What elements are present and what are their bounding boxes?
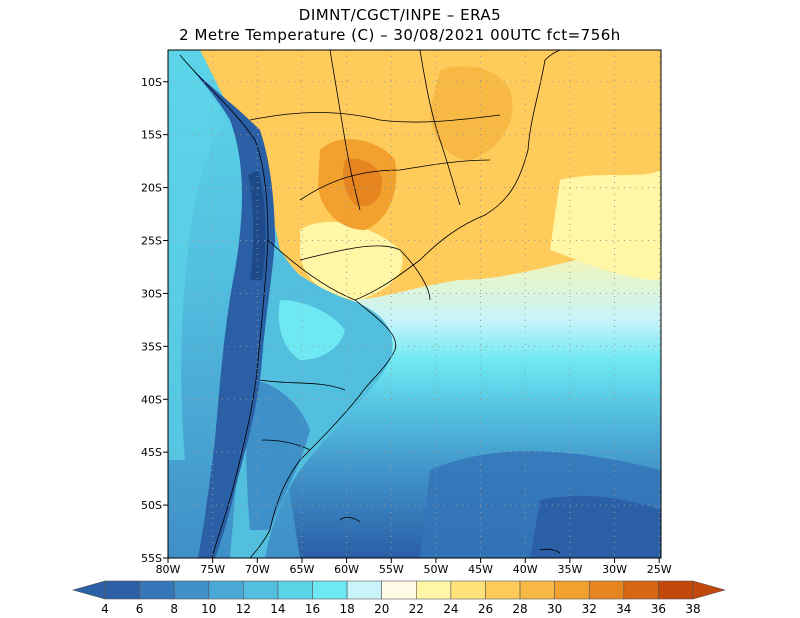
lon-label: 50W: [423, 563, 448, 576]
colorbar-segment: [588, 580, 625, 600]
colorbar-label: 12: [236, 602, 251, 616]
colorbar-segment: [623, 580, 659, 600]
pampas-mild: [278, 300, 345, 360]
colorbar-label: 28: [512, 602, 527, 616]
colorbar-label: 4: [101, 602, 109, 616]
colorbar-segment: [277, 580, 313, 600]
colorbar-segment: [243, 580, 279, 600]
lon-label: 35W: [557, 563, 582, 576]
hot-core-north: [430, 66, 513, 160]
lon-label: 45W: [468, 563, 493, 576]
coldest-south-atlantic: [530, 495, 661, 558]
map-field: [168, 50, 661, 558]
colorbar-segment: [450, 580, 486, 600]
colorbar-label: 24: [443, 602, 458, 616]
colorbar-arrow-right: [692, 580, 727, 600]
lon-label: 65W: [290, 563, 315, 576]
latitude-ticks: 10S 15S 20S 25S 30S 35S 40S 45S 50S 55S: [141, 76, 168, 565]
colorbar-segment: [485, 580, 521, 600]
lon-label: 70W: [245, 563, 270, 576]
colorbar-label: 16: [305, 602, 320, 616]
colorbar-label: 22: [409, 602, 424, 616]
longitude-ticks: 80W 75W 70W 65W 60W 55W 50W 45W 40W 35W 30W 25W: [156, 558, 672, 576]
lat-label: 55S: [141, 552, 162, 565]
lat-label: 20S: [141, 182, 162, 195]
lon-label: 80W: [156, 563, 181, 576]
coastlines: [179, 50, 561, 558]
lon-label: 25W: [647, 563, 672, 576]
colorbar-segment: [312, 580, 348, 600]
colorbar-label: 10: [201, 602, 216, 616]
colorbar-label: 30: [547, 602, 562, 616]
colorbar-label: 6: [136, 602, 144, 616]
lat-label: 10S: [141, 76, 162, 89]
colorbar-segment: [381, 580, 417, 600]
colorbar-label: 38: [685, 602, 700, 616]
colorbar: 4 6 8 10 12 14 16 18 20 22 24 26 28 30 32 34 36 38: [71, 580, 727, 616]
colorbar-segment: [104, 580, 140, 600]
colorbar-segment: [658, 580, 694, 600]
lat-label: 15S: [141, 129, 162, 142]
colorbar-label: 20: [374, 602, 389, 616]
lon-label: 75W: [200, 563, 225, 576]
pacific-coastal-band: [168, 60, 225, 460]
lon-label: 40W: [513, 563, 538, 576]
chart-title-line1: DIMNT/CGCT/INPE – ERA5: [298, 6, 502, 24]
colorbar-segment: [554, 580, 590, 600]
andes-coldest: [248, 170, 266, 280]
chart-title-line2: 2 Metre Temperature (C) – 30/08/2021 00U…: [179, 26, 621, 44]
lon-label: 55W: [379, 563, 404, 576]
colorbar-label: 32: [582, 602, 597, 616]
lat-label: 45S: [141, 446, 162, 459]
lon-label: 60W: [334, 563, 359, 576]
lat-label: 35S: [141, 340, 162, 353]
colorbar-label: 34: [616, 602, 631, 616]
lat-label: 40S: [141, 393, 162, 406]
colorbar-label: 26: [478, 602, 493, 616]
colorbar-segment: [415, 580, 452, 600]
colorbar-segment: [208, 580, 244, 600]
lat-label: 30S: [141, 287, 162, 300]
colorbar-label: 36: [651, 602, 666, 616]
map-frame: [167, 49, 662, 559]
hottest-core: [343, 158, 383, 207]
colorbar-label: 8: [170, 602, 178, 616]
colorbar-label: 18: [339, 602, 354, 616]
cool-tropical-atlantic: [550, 170, 661, 280]
lat-label: 50S: [141, 499, 162, 512]
lat-label: 25S: [141, 235, 162, 248]
colorbar-segment: [519, 580, 555, 600]
paraguay-mild-zone: [300, 221, 403, 300]
colorbar-segment: [173, 580, 210, 600]
lon-label: 30W: [602, 563, 627, 576]
patagonia-cold: [246, 380, 310, 530]
colorbar-label: 14: [270, 602, 285, 616]
colorbar-segment: [346, 580, 383, 600]
colorbar-segment: [139, 580, 175, 600]
graticule: [168, 50, 661, 558]
colorbar-arrow-left: [71, 580, 106, 600]
